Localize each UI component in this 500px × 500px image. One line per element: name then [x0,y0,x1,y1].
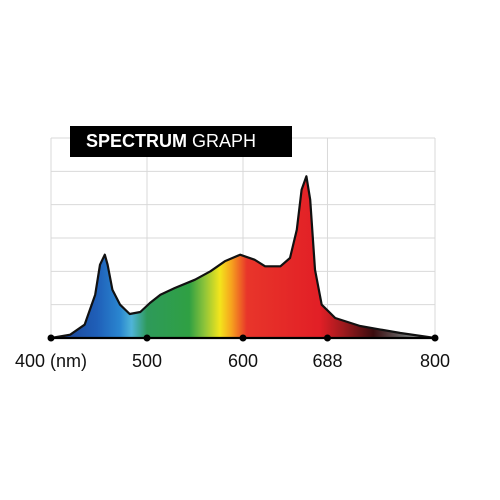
x-tick-dot [323,334,331,342]
x-tick-dot [239,334,247,342]
x-tick-label: 688 [312,351,342,371]
spectrum-area [49,175,437,340]
title-bold: SPECTRUM [86,131,187,151]
x-tick-label: 800 [420,351,450,371]
x-axis: 400 (nm) 500 600 688 800 [15,334,450,371]
plot [49,175,437,340]
x-tick-dot [143,334,151,342]
x-tick-dot [47,334,55,342]
title-box [70,126,292,157]
x-tick-label: 400 (nm) [15,351,87,371]
chart-title: SPECTRUM GRAPH [86,131,256,151]
x-tick-dot [431,334,439,342]
title-normal: GRAPH [192,131,256,151]
x-tick-label: 500 [132,351,162,371]
x-tick-label: 600 [228,351,258,371]
